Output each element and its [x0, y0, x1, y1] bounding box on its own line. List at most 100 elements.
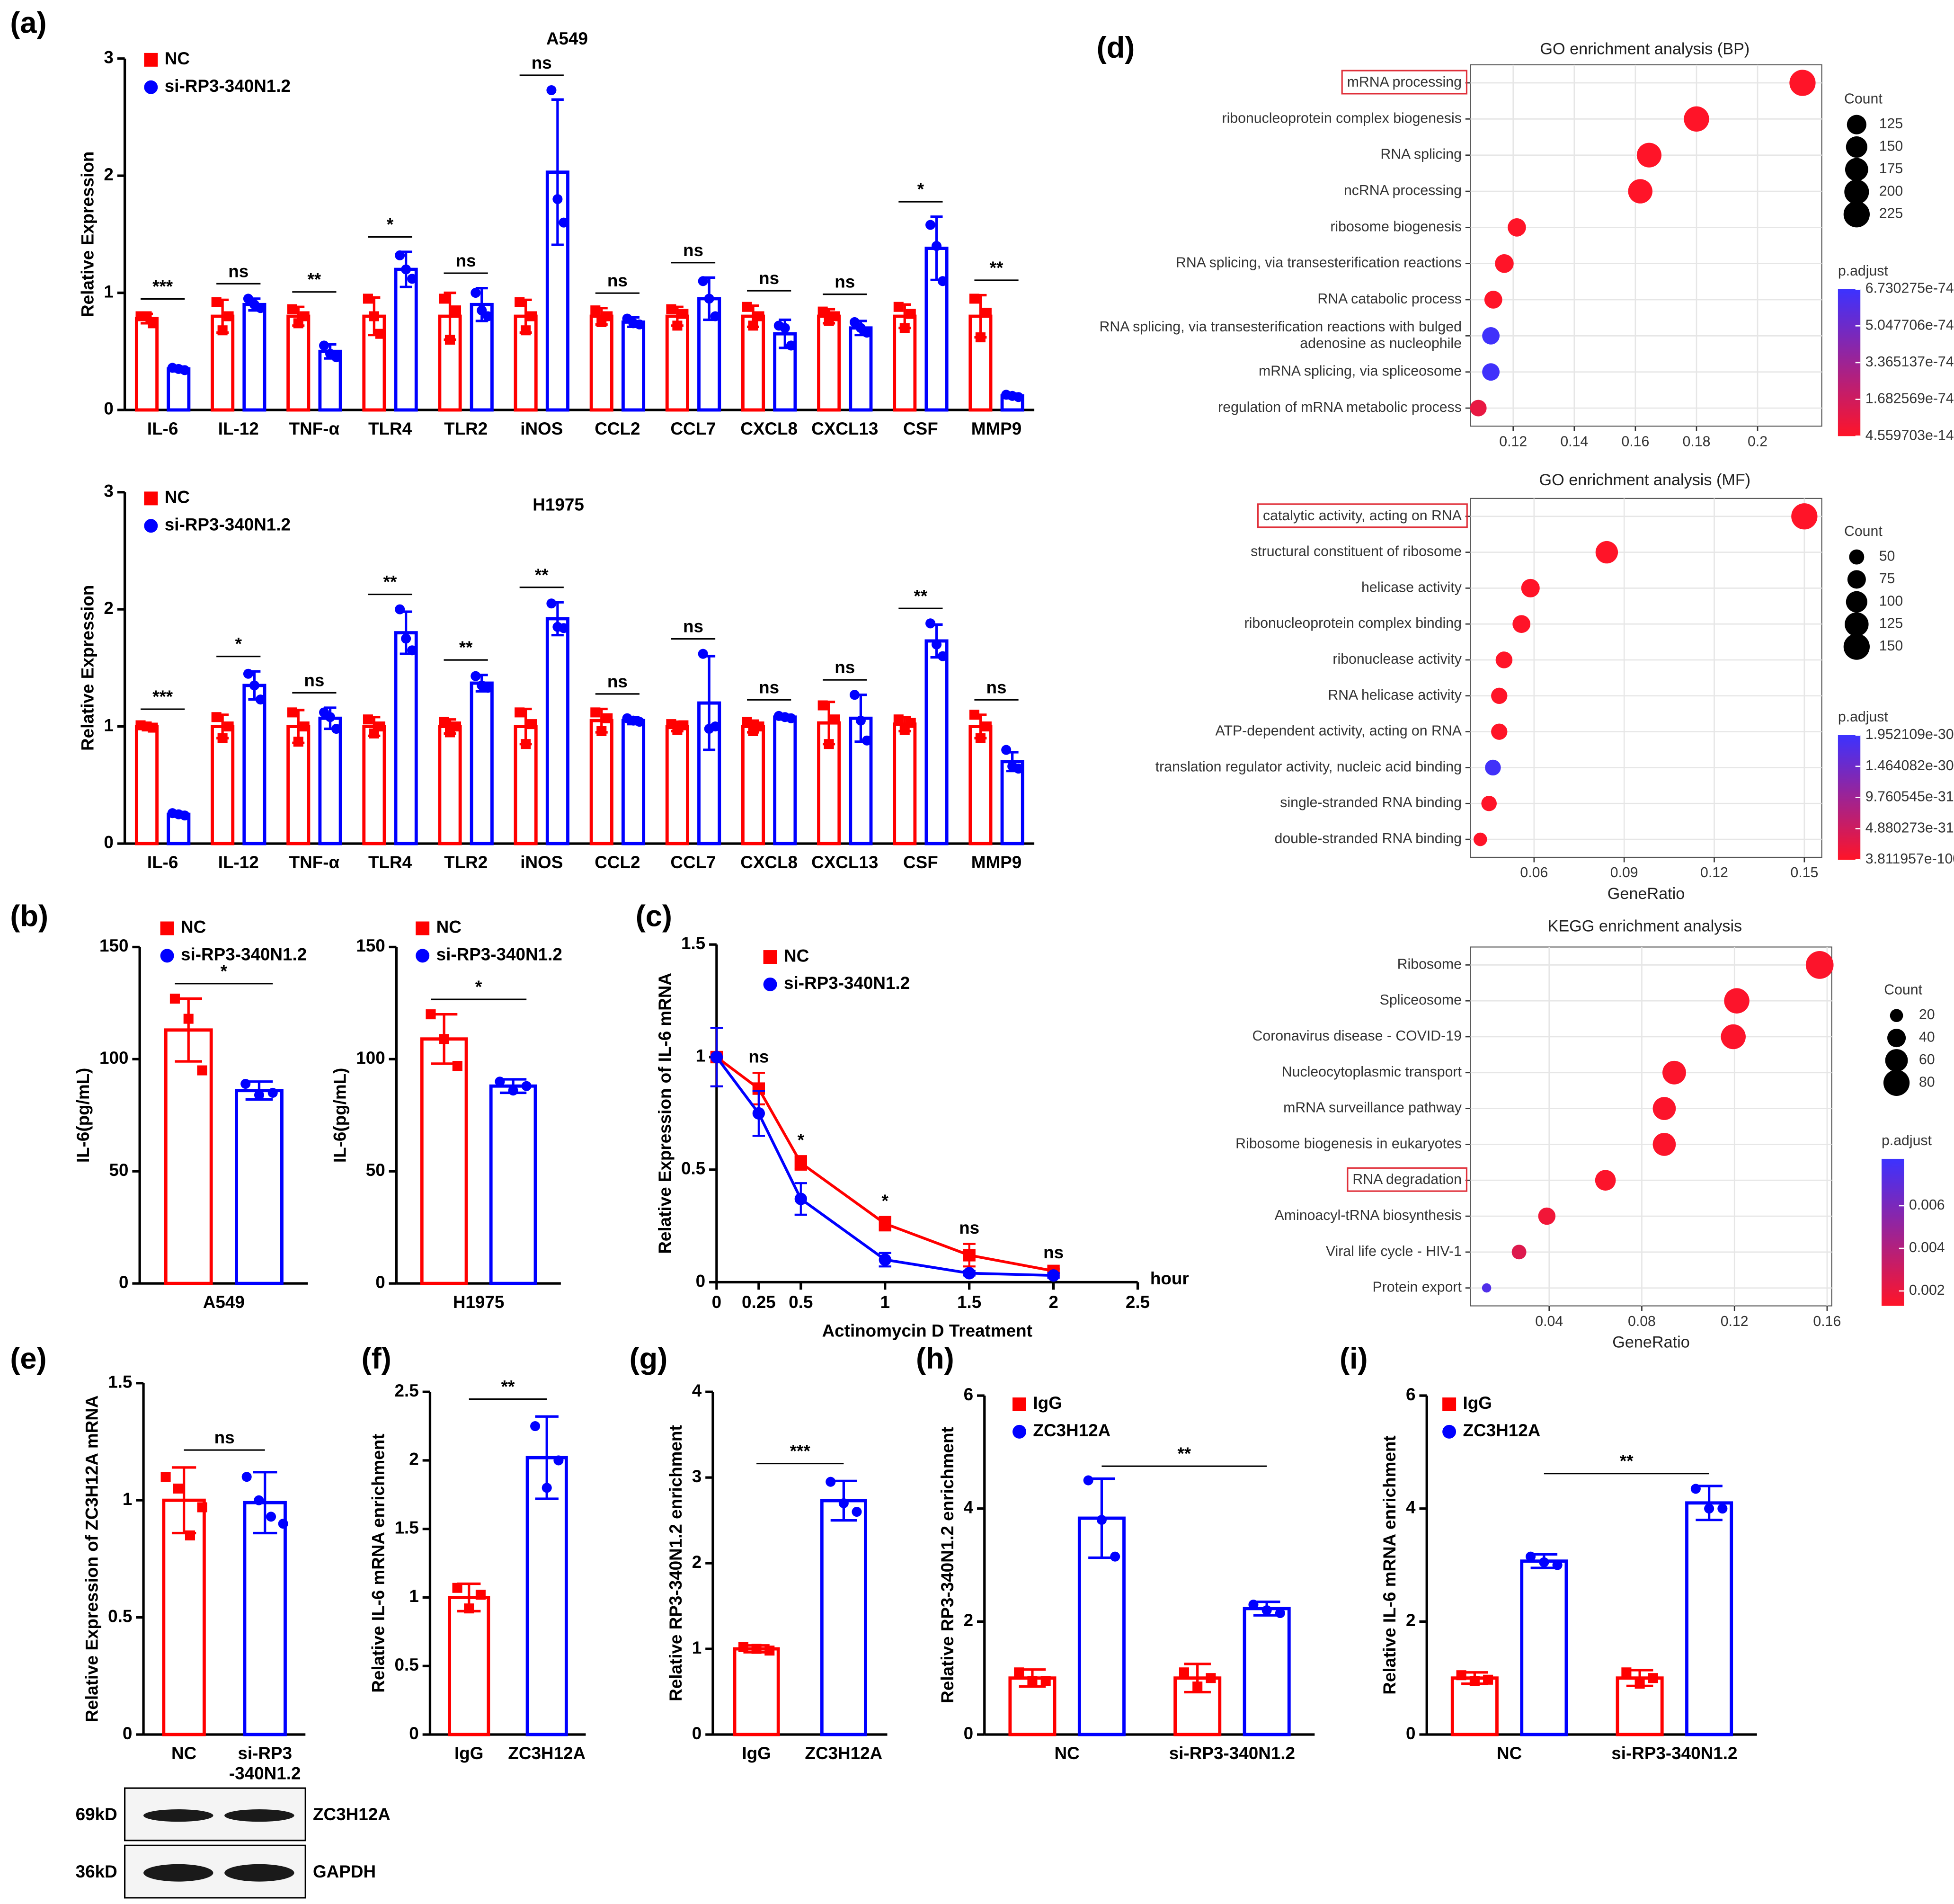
size-legend-label: 125	[1879, 616, 1903, 632]
legend-marker	[1013, 1424, 1026, 1439]
y-tick-label: 2	[964, 1610, 974, 1630]
data-point	[185, 1530, 195, 1540]
significance-label: **	[308, 270, 321, 289]
data-point	[981, 308, 992, 318]
data-point	[1206, 1673, 1216, 1683]
x-tick-label: A549	[203, 1292, 245, 1312]
data-point	[698, 649, 708, 659]
data-point	[451, 305, 462, 316]
dot	[1636, 142, 1662, 168]
dot	[1721, 1024, 1746, 1050]
data-point	[475, 1590, 486, 1600]
size-legend-label: 80	[1919, 1074, 1935, 1090]
data-point	[1083, 1475, 1093, 1486]
y-tick-label: 100	[99, 1048, 128, 1068]
data-point	[471, 288, 481, 298]
size-legend-dot	[1887, 1029, 1906, 1048]
panel-bar: 0 50 100 150 IL-6(pg/mL) H1975 * NC si-RP3-340N1…	[330, 917, 562, 1312]
data-point	[1192, 1682, 1203, 1692]
data-point	[495, 1077, 505, 1087]
panel-dot: (d) 0.12 0.14 0.16 0.18 0.2 GO enrichment anal…	[1097, 31, 1954, 449]
data-point	[375, 721, 385, 732]
y-tick-label: Coronavirus disease - COVID-19	[1252, 1028, 1462, 1044]
dot	[1684, 106, 1709, 132]
y-tick-label: catalytic activity, acting on RNA	[1263, 508, 1462, 524]
data-point	[331, 723, 342, 734]
data-point	[331, 352, 342, 363]
significance-label: ns	[214, 1428, 235, 1447]
data-point	[1469, 1676, 1480, 1686]
y-tick-label: 4	[964, 1497, 974, 1517]
data-point	[401, 633, 411, 644]
data-point	[634, 717, 645, 727]
x-tick-label: TLR4	[368, 853, 412, 872]
data-point	[1539, 1557, 1549, 1567]
y-tick-label: 2	[104, 165, 113, 184]
y-tick-label: RNA splicing	[1380, 147, 1462, 162]
data-point	[451, 721, 462, 732]
y-axis-label: Relative Expression	[78, 151, 98, 317]
data-point	[748, 320, 758, 331]
legend-label: si-RP3-340N1.2	[165, 76, 291, 96]
data-point	[937, 276, 948, 286]
size-legend-label: 100	[1879, 593, 1903, 609]
size-legend-label: 75	[1879, 571, 1895, 587]
y-tick-label: RNA splicing, via transesterification re…	[1100, 319, 1462, 351]
x-tick-label: 0.06	[1520, 865, 1548, 881]
blot-band	[143, 1809, 213, 1822]
data-point	[293, 737, 303, 747]
data-point	[223, 721, 234, 732]
data-point	[906, 718, 916, 728]
legend-marker	[763, 950, 777, 964]
x-tick-label: CSF	[903, 853, 938, 872]
size-legend-label: 20	[1919, 1007, 1935, 1023]
data-point	[363, 714, 373, 725]
significance-label: ns	[683, 617, 703, 636]
x-axis-label: Actinomycin D Treatment	[822, 1321, 1032, 1341]
y-tick-label: single-stranded RNA binding	[1280, 795, 1462, 810]
data-point	[363, 294, 373, 304]
legend-label: IgG	[1033, 1393, 1062, 1413]
legend-marker	[416, 921, 430, 935]
significance-label: **	[914, 586, 928, 605]
y-tick-label: 0	[696, 1271, 706, 1290]
chart-title: GO enrichment analysis (MF)	[1539, 471, 1751, 489]
data-point	[754, 311, 764, 321]
legend-label: NC	[181, 917, 206, 937]
significance-label: ns	[683, 240, 703, 260]
data-point	[1621, 1667, 1632, 1678]
x-tick-label: CXCL13	[811, 853, 878, 872]
legend-label: NC	[165, 49, 190, 68]
data-point	[546, 85, 557, 96]
x-tick-label: 0.25	[742, 1292, 776, 1312]
x-tick-label: 0.18	[1683, 434, 1711, 449]
data-point	[369, 311, 379, 321]
chart-title: A549	[546, 29, 588, 48]
data-point	[931, 639, 942, 649]
y-tick-label-line: RNA splicing, via transesterification re…	[1100, 319, 1462, 335]
y-tick-label: 0	[119, 1272, 128, 1292]
x-tick-label: 0.5	[789, 1292, 813, 1312]
data-point	[817, 306, 828, 317]
size-legend-dot	[1849, 549, 1865, 565]
y-tick-label: 0	[104, 833, 113, 852]
significance-label: ns	[959, 1218, 979, 1237]
data-point	[634, 319, 645, 329]
x-tick-label: IL-12	[218, 853, 259, 872]
data-point	[1040, 1676, 1051, 1686]
legend-marker	[763, 977, 777, 991]
y-tick-label: 2.5	[395, 1381, 419, 1400]
data-point	[401, 264, 411, 275]
data-point	[830, 311, 840, 321]
colorbar-label: 1.952109e-30	[1865, 727, 1954, 742]
significance-label: *	[387, 214, 394, 234]
colorbar-label: 4.880273e-31	[1865, 820, 1954, 836]
error-bar	[1696, 1485, 1723, 1521]
y-axis-label: Relative RP3-340N1.2 enrichment	[938, 1427, 957, 1703]
y-axis-label: Relative Expression of IL-6 mRNA	[655, 973, 675, 1254]
colorbar-label: 4.559703e-148	[1865, 427, 1954, 443]
y-tick-label: RNA helicase activity	[1328, 687, 1462, 703]
panel-bar: (e) 0 0.5 1 1.5 Relative Expression of ZC3H12…	[10, 1342, 391, 1899]
data-point	[678, 720, 689, 730]
data-point	[794, 1192, 807, 1205]
